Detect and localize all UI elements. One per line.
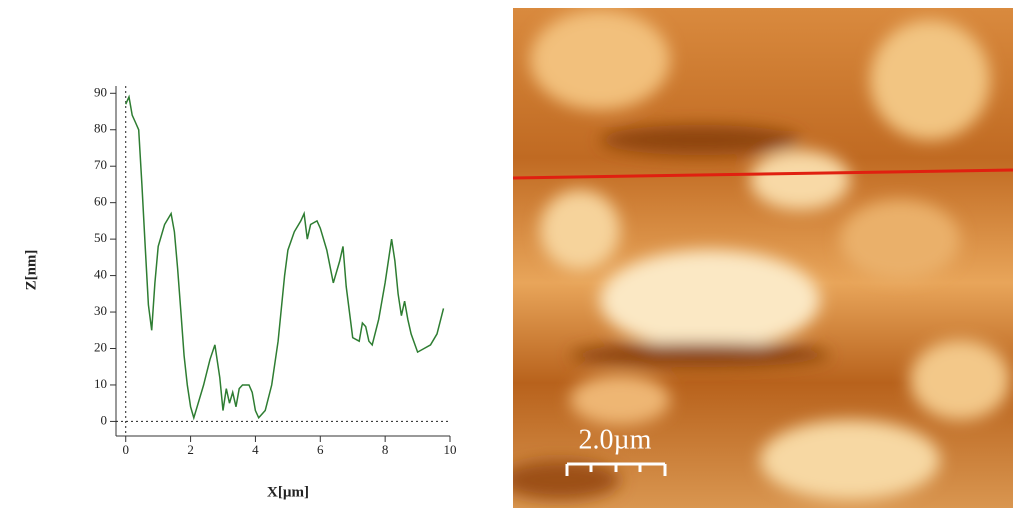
afm-image: 2.0µm (500, 8, 1013, 508)
y-tick-label: 90 (94, 84, 107, 99)
y-tick-label: 0 (101, 412, 108, 427)
x-axis-label: X[µm] (267, 484, 309, 500)
x-tick-label: 0 (122, 442, 129, 457)
y-tick-label: 80 (94, 121, 107, 136)
y-tick-label: 20 (94, 339, 107, 354)
x-tick-label: 4 (252, 442, 259, 457)
y-tick-label: 70 (94, 157, 107, 172)
y-axis-label: Z[nm] (23, 250, 39, 291)
x-tick-label: 8 (382, 442, 389, 457)
figure: 2.0µm X[µm] Z[nm] 0 10 20 30 40 50 60 70 80 90 0 2 4… (0, 0, 1013, 508)
y-tick-label: 30 (94, 303, 107, 318)
scale-bar-label: 2.0µm (579, 424, 652, 455)
y-tick-label: 60 (94, 194, 107, 209)
x-tick-label: 2 (187, 442, 194, 457)
page: 2.0µm X[µm] Z[nm] 0 10 20 30 40 50 60 70 80 90 0 2 4… (0, 0, 1013, 508)
x-tick-label: 6 (317, 442, 324, 457)
y-tick-label: 40 (94, 267, 107, 282)
y-tick-label: 10 (94, 376, 107, 391)
profile-line (126, 97, 444, 418)
x-tick-label: 10 (444, 442, 457, 457)
y-tick-label: 50 (94, 230, 107, 245)
